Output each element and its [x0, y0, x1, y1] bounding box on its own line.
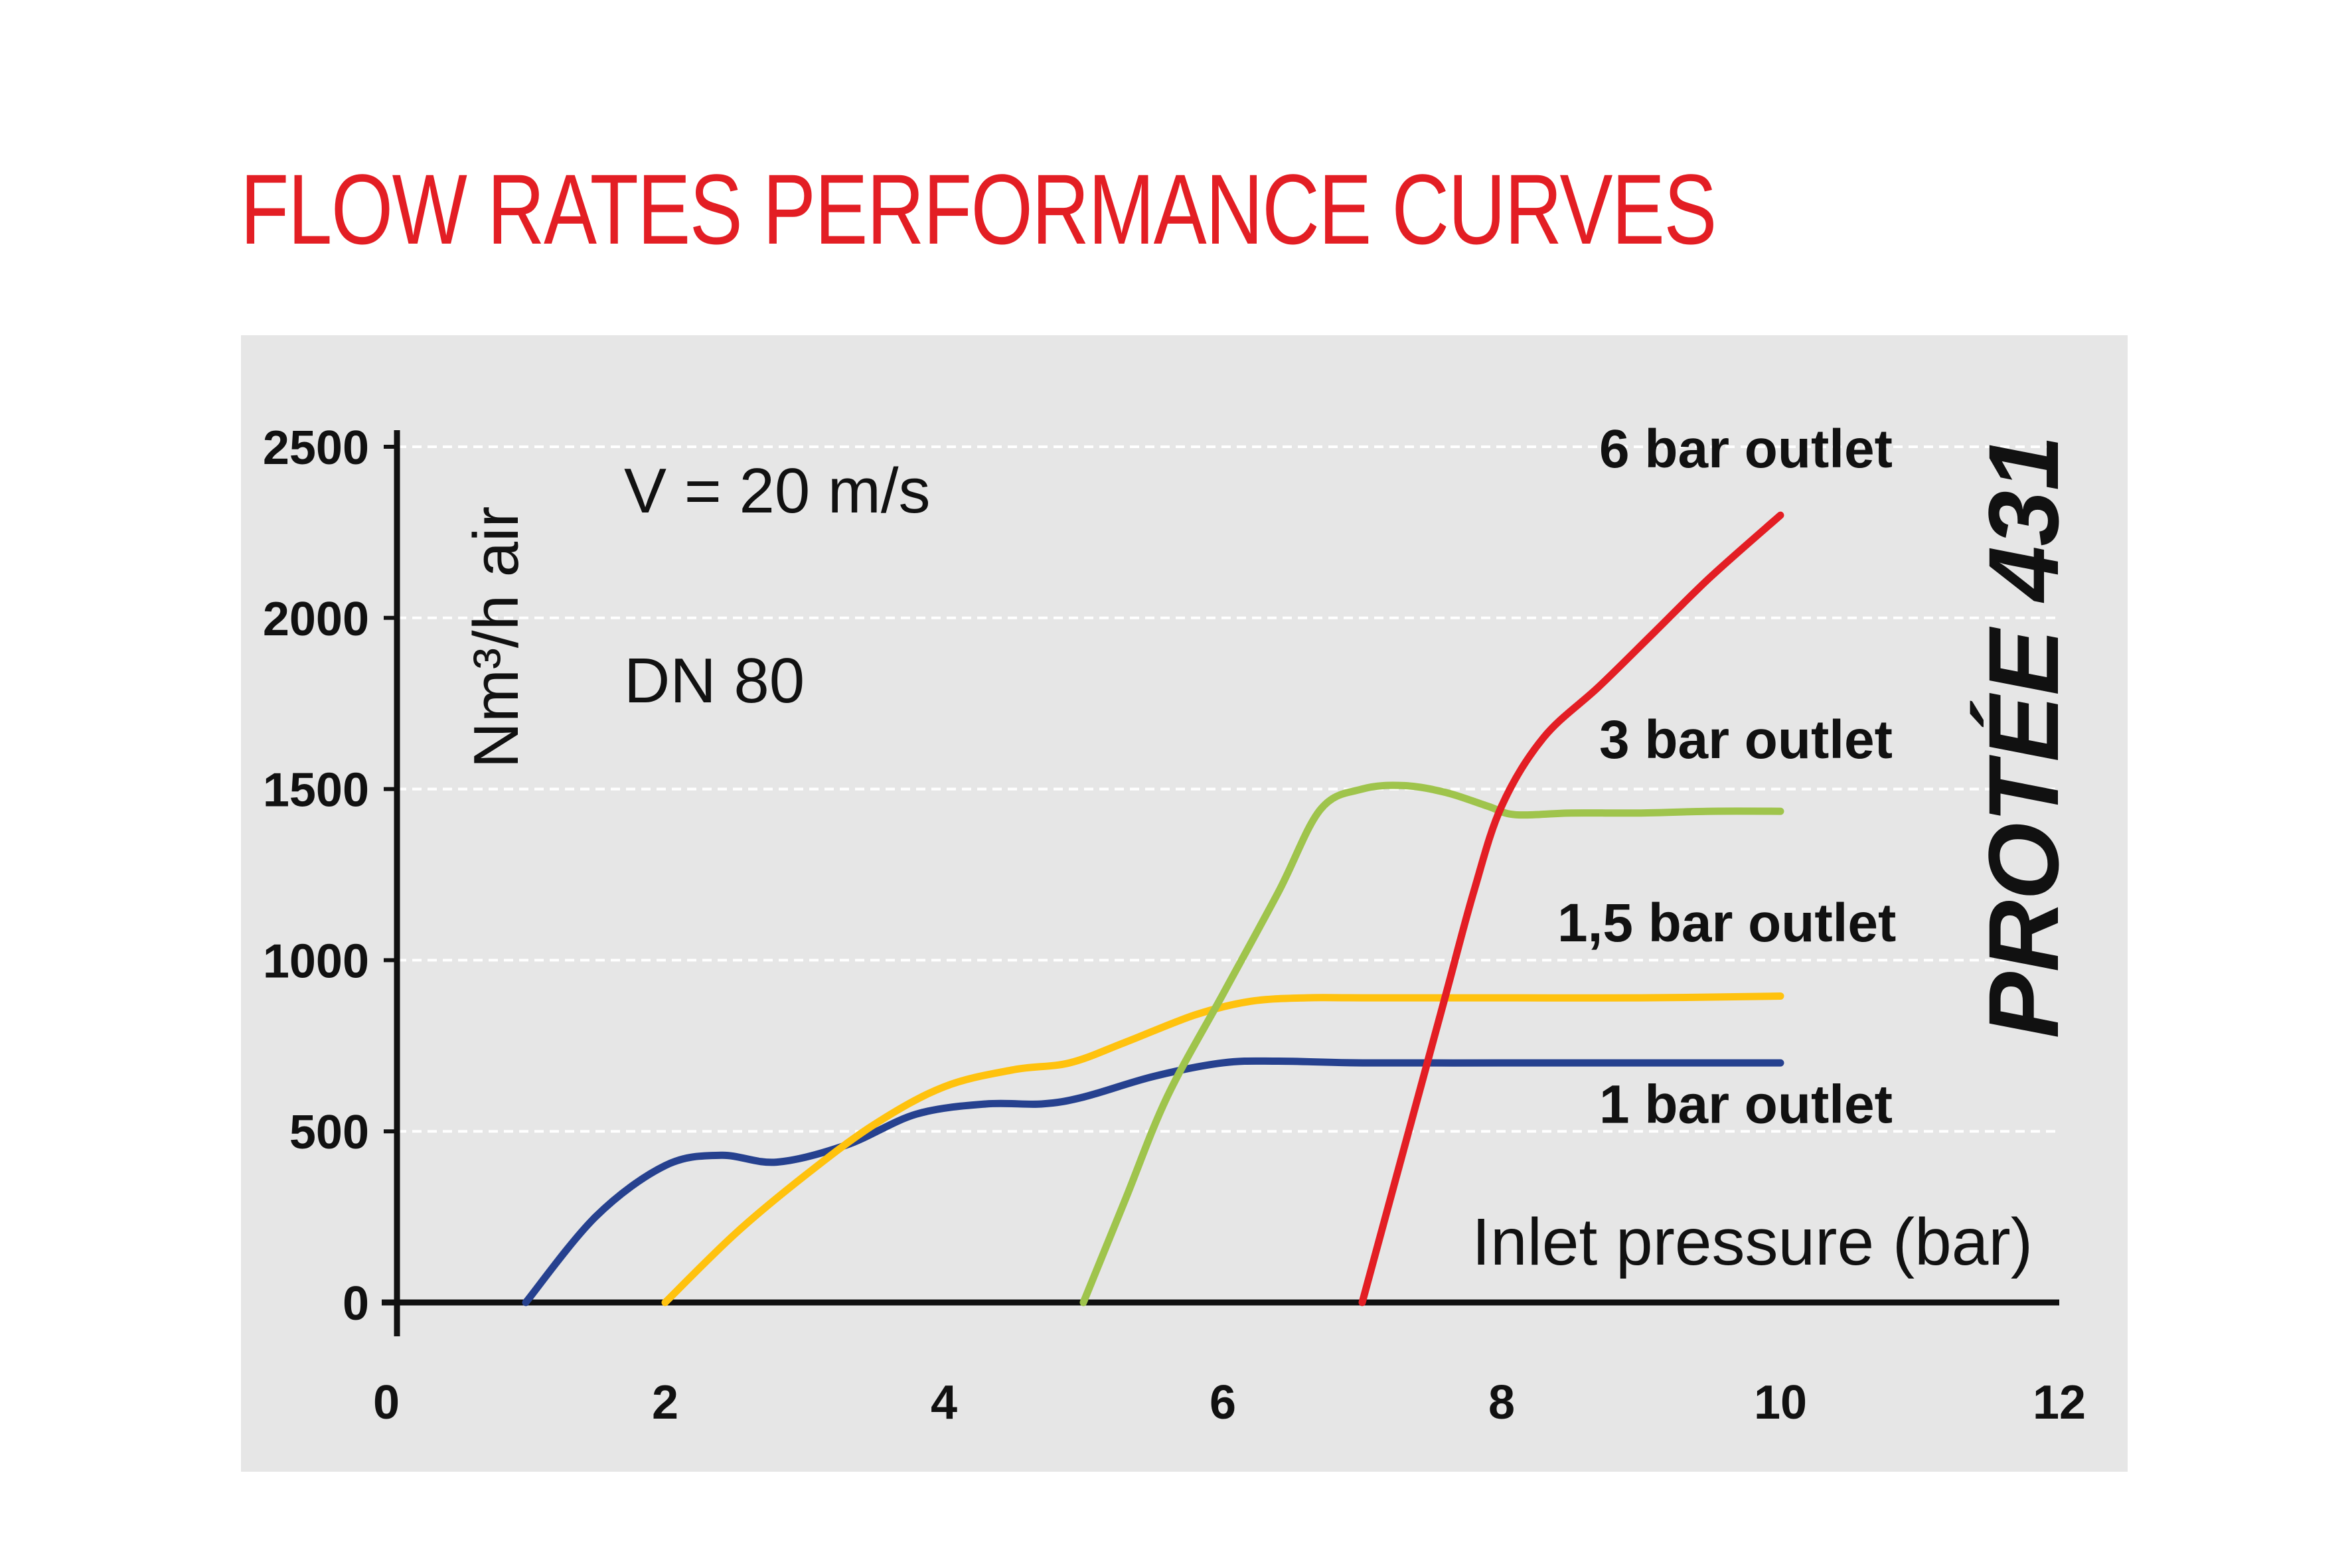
series-label-6-bar-outlet: 6 bar outlet [1599, 419, 1893, 479]
y-tick-label: 0 [343, 1277, 369, 1330]
series-lines [522, 511, 1784, 1306]
axes [382, 430, 2059, 1336]
series-labels: 6 bar outlet 3 bar outlet 1,5 bar outlet 1 … [1557, 419, 1896, 1135]
chart-background [241, 335, 2128, 1472]
series-label-1-5-bar-outlet: 1,5 bar outlet [1557, 893, 1896, 953]
series-line-1-5-bar-outlet [661, 992, 1784, 1306]
x-tick-label: 0 [373, 1376, 400, 1429]
annotation-diameter: DN 80 [624, 645, 805, 716]
chart-title: FLOW RATES PERFORMANCE CURVES [240, 153, 1717, 265]
x-tick-label: 10 [1754, 1376, 1807, 1429]
x-tick-label: 8 [1488, 1376, 1515, 1429]
y-tick-label: 1500 [263, 764, 369, 817]
x-tick-label: 4 [931, 1376, 957, 1429]
y-tick-label: 500 [289, 1106, 369, 1159]
annotation-velocity: V = 20 m/s [624, 455, 931, 526]
series-line-6-bar-outlet [1358, 511, 1784, 1306]
y-axis-label: Nm³/h air [461, 507, 532, 769]
series-label-1-bar-outlet: 1 bar outlet [1599, 1074, 1893, 1135]
y-tick-label: 2500 [263, 422, 369, 475]
model-label: PROTÉE 431 [1968, 435, 2079, 1039]
y-tick-label: 1000 [263, 935, 369, 988]
x-axis-label: Inlet pressure (bar) [1472, 1205, 2033, 1279]
x-tick-label: 12 [2033, 1376, 2086, 1429]
series-label-3-bar-outlet: 3 bar outlet [1599, 710, 1893, 770]
series-line-1-bar-outlet [522, 1057, 1784, 1306]
y-tick-labels: 0 500 1000 1500 2000 2500 [263, 422, 369, 1330]
x-tick-labels: 0 2 4 6 8 10 12 [373, 1376, 2086, 1429]
grid [397, 445, 2059, 1133]
series-line-3-bar-outlet [1079, 781, 1784, 1306]
x-tick-label: 6 [1210, 1376, 1236, 1429]
y-tick-label: 2000 [263, 593, 369, 646]
x-tick-label: 2 [652, 1376, 678, 1429]
